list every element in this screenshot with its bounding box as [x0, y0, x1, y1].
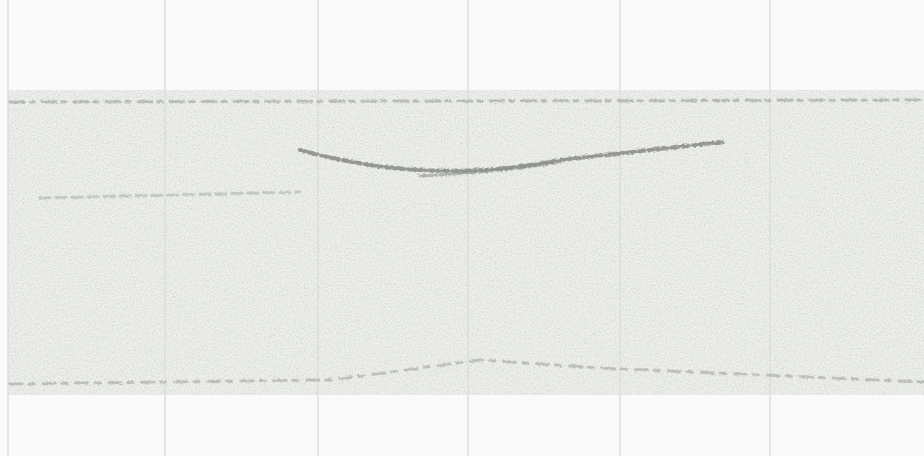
scan-view	[0, 0, 924, 456]
upper-streak	[10, 100, 924, 102]
page	[0, 0, 924, 456]
speckle	[8, 90, 924, 395]
